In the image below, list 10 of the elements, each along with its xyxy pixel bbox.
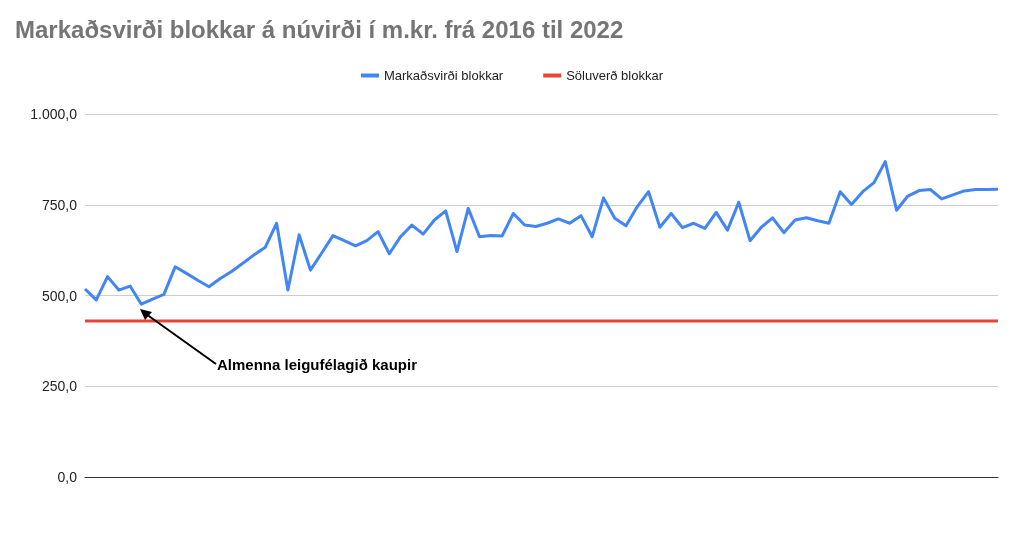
- line-series: [83, 160, 1000, 306]
- y-tick-label: 500,0: [41, 287, 78, 304]
- legend-label: Söluverð blokkar: [566, 68, 664, 83]
- y-tick-label: 250,0: [41, 378, 78, 395]
- chart-title: Markaðsvirði blokkar á núvirði í m.kr. frá 2016 til 2022: [15, 15, 624, 43]
- legend-label: Markaðsvirði blokkar: [383, 68, 504, 83]
- y-tick-label: 1.000,0: [30, 106, 78, 122]
- y-tick-label: 0,0: [57, 469, 78, 485]
- y-tick-label: 750,0: [41, 196, 78, 213]
- annotation: Almenna leigufélagið kaupir: [217, 356, 418, 373]
